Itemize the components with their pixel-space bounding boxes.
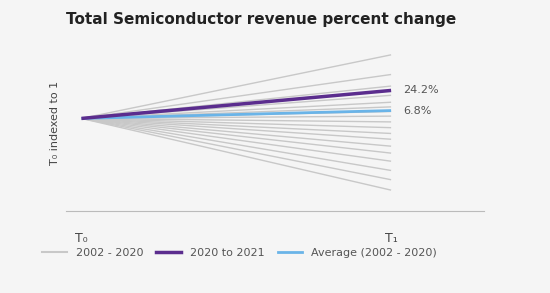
Text: Total Semiconductor revenue percent change: Total Semiconductor revenue percent chan… (66, 12, 456, 27)
Y-axis label: T₀ indexed to 1: T₀ indexed to 1 (51, 81, 60, 165)
Text: 6.8%: 6.8% (404, 105, 432, 115)
Legend: 2002 - 2020, 2020 to 2021, Average (2002 - 2020): 2002 - 2020, 2020 to 2021, Average (2002… (42, 248, 437, 258)
Text: 24.2%: 24.2% (404, 86, 439, 96)
